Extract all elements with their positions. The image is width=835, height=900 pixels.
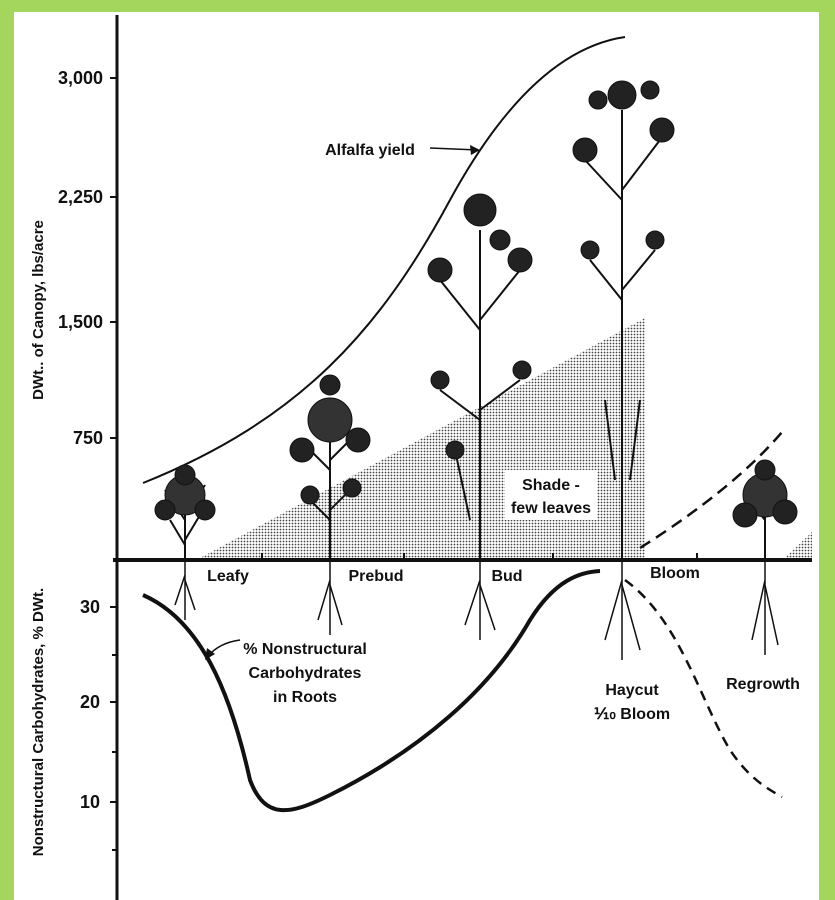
shade-area (200, 318, 645, 558)
annotation: Regrowth (726, 676, 800, 693)
carb-curve-dashed (624, 578, 783, 799)
annotation: Carbohydrates (249, 665, 362, 682)
diagram: 3,000 2,250 1,500 750 30 20 10 DWt.. of … (30, 15, 812, 900)
ticks (110, 77, 698, 851)
arrow (429, 147, 479, 151)
label-bg (505, 470, 597, 520)
plants (154, 80, 798, 660)
tick-label: 3,000 (58, 68, 103, 88)
plant-bloom (572, 80, 675, 660)
annotation: Haycut (605, 682, 659, 699)
plant-prebud (289, 374, 371, 635)
tick-label: 2,250 (58, 187, 103, 207)
stage-label: Bud (491, 568, 522, 585)
tick-label: 10 (80, 792, 100, 812)
tick-label: 1,500 (58, 312, 103, 332)
annotation: ⅒ Bloom (594, 706, 670, 723)
annotation: Shade - (522, 477, 580, 494)
carb-curve (142, 569, 601, 813)
annotation: % Nonstructural (243, 641, 367, 658)
yield-curve (142, 36, 626, 484)
annotation: in Roots (273, 689, 337, 706)
plant-leafy (154, 464, 216, 620)
stage-label: Prebud (348, 568, 403, 585)
frame: 3,000 2,250 1,500 750 30 20 10 DWt.. of … (14, 12, 819, 900)
stage-label: Bloom (650, 565, 700, 582)
annotation: few leaves (511, 500, 591, 517)
tick-label: 750 (73, 428, 103, 448)
axis-label: Nonstructural Carbohydrates, % DWt. (30, 588, 47, 856)
axis-label: DWt.. of Canopy, lbs/acre (30, 220, 47, 400)
shade-area (785, 532, 812, 558)
plant-bud (427, 193, 533, 640)
plant-regrowth (732, 459, 798, 655)
regrowth-curve (639, 431, 783, 550)
tick-label: 20 (80, 692, 100, 712)
arrowhead (205, 648, 215, 660)
stage-label: Leafy (207, 568, 249, 585)
arrowhead (470, 145, 480, 155)
tick-label: 30 (80, 597, 100, 617)
annotation: Alfalfa yield (325, 142, 415, 159)
